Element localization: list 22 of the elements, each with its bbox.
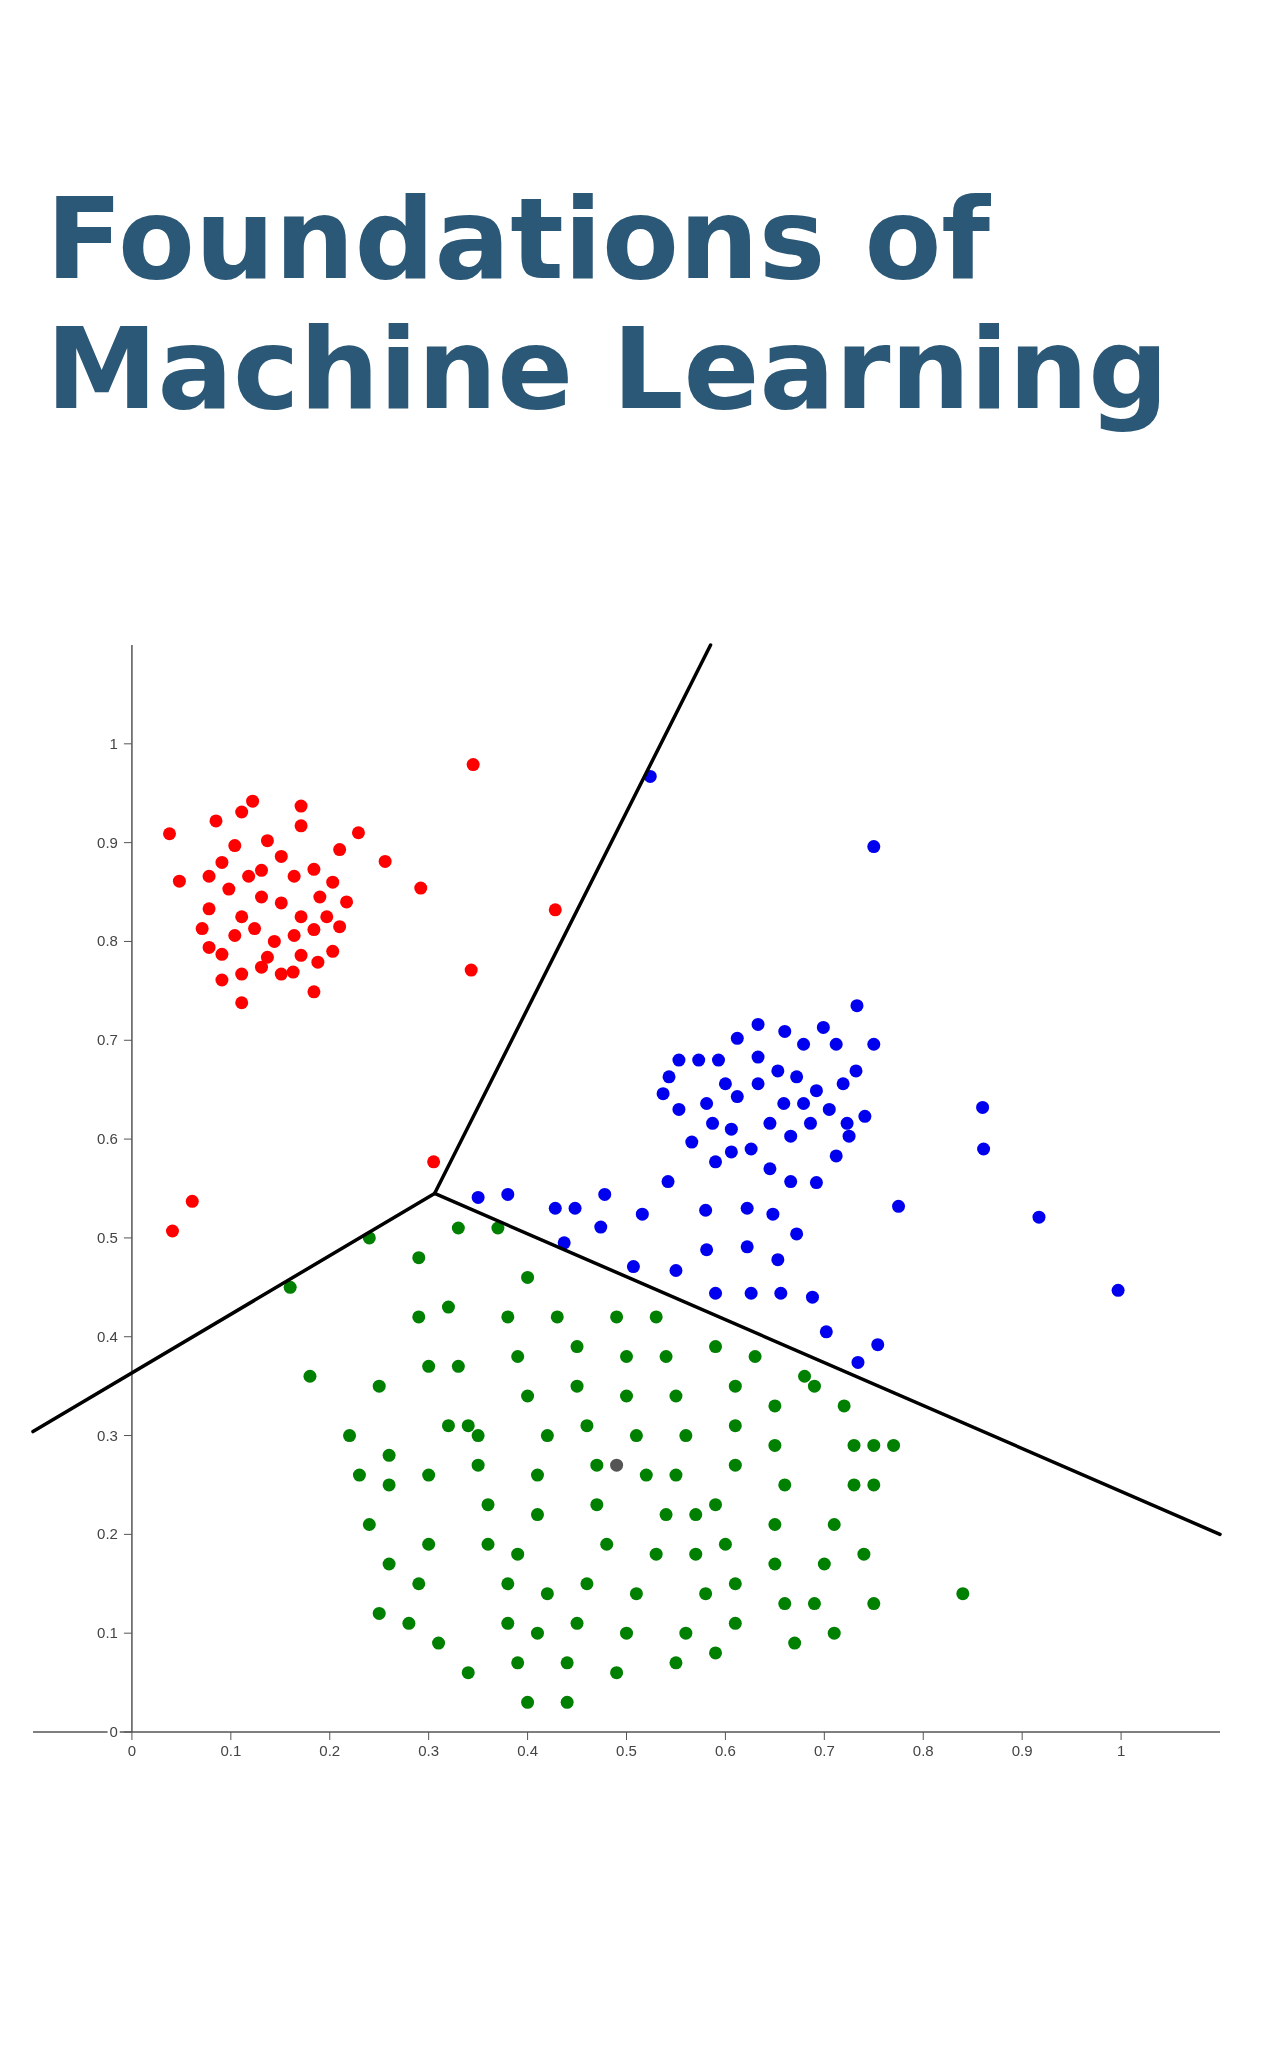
y-tick-label: 0.9 bbox=[97, 833, 118, 851]
x-tick-label: 0.7 bbox=[813, 1742, 835, 1759]
x-tick-label: 0.5 bbox=[616, 1742, 637, 1759]
y-tick-label: 0.2 bbox=[97, 1525, 118, 1543]
y-tick-label: 0.8 bbox=[97, 932, 118, 950]
y-tick-label: 0.7 bbox=[97, 1031, 118, 1049]
x-tick-label: 0.8 bbox=[912, 1742, 934, 1759]
x-tick-label: 0.3 bbox=[418, 1742, 440, 1759]
y-tick-label: 0.1 bbox=[97, 1624, 118, 1642]
x-tick-label: 0.4 bbox=[517, 1742, 539, 1759]
x-tick-label: 0.2 bbox=[319, 1742, 341, 1759]
x-tick-label: 0.6 bbox=[714, 1742, 736, 1759]
y-tick-label: 0.4 bbox=[97, 1327, 118, 1345]
y-tick-label: 0.3 bbox=[97, 1426, 118, 1444]
x-tick-label: 0 bbox=[127, 1742, 137, 1759]
y-tick-label: 1 bbox=[109, 734, 118, 752]
y-tick-label: 0.6 bbox=[97, 1130, 118, 1148]
y-tick-label: 0.5 bbox=[97, 1228, 118, 1246]
chart-title: Foundations of Machine Learning bbox=[46, 174, 1169, 434]
x-tick-label: 1 bbox=[1116, 1742, 1126, 1759]
x-tick-label: 0.1 bbox=[220, 1742, 242, 1759]
x-tick-label: 0.9 bbox=[1011, 1742, 1033, 1759]
